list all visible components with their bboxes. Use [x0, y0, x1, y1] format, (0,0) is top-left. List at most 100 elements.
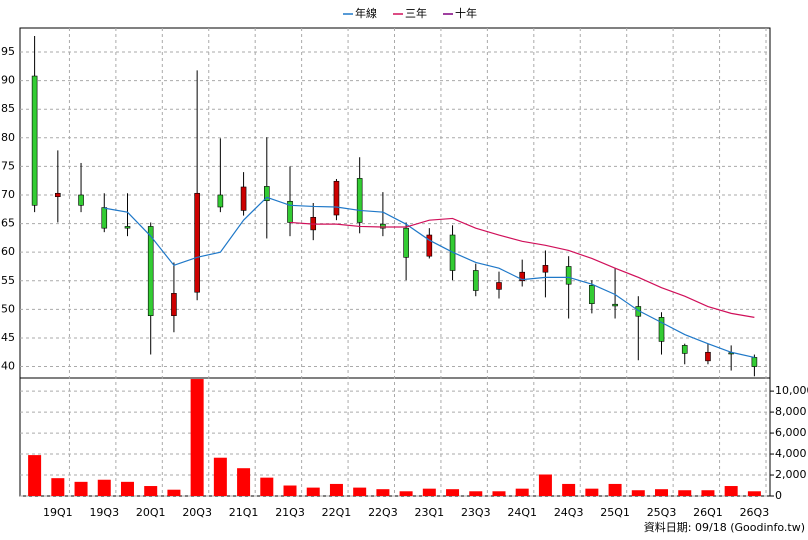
- volume-bar: [120, 481, 134, 496]
- volume-tick-label: 6,000: [775, 426, 807, 439]
- y-tick-label: 85: [1, 102, 15, 115]
- ma-line: [289, 217, 755, 318]
- ma-line: [104, 196, 755, 358]
- source-note: 資料日期: 09/18 (Goodinfo.tw): [644, 520, 805, 534]
- x-tick-label: 20Q3: [182, 506, 212, 519]
- volume-bar: [585, 488, 599, 496]
- volume-bar: [631, 490, 645, 496]
- candle-body: [565, 266, 572, 285]
- candle-body: [333, 180, 340, 216]
- x-tick-label: 19Q3: [89, 506, 119, 519]
- candle-body: [380, 223, 386, 229]
- volume-bar: [562, 483, 576, 496]
- candle-body: [147, 226, 154, 316]
- x-tick-label: 26Q1: [693, 506, 723, 519]
- volume-bar: [167, 489, 181, 496]
- candle-body: [240, 186, 247, 211]
- candle-body: [356, 178, 363, 223]
- y-tick-label: 75: [1, 159, 15, 172]
- y-tick-label: 60: [1, 245, 15, 258]
- volume-bar: [608, 483, 622, 496]
- x-tick-label: 23Q3: [461, 506, 491, 519]
- volume-bar: [678, 490, 692, 496]
- x-tick-label: 19Q1: [43, 506, 73, 519]
- volume-bar: [283, 485, 297, 496]
- y-tick-label: 55: [1, 274, 15, 287]
- volume-bar: [538, 474, 552, 496]
- volume-bar: [51, 478, 65, 496]
- y-tick-label: 90: [1, 74, 15, 87]
- candle-body: [194, 192, 200, 293]
- candle-body: [472, 270, 479, 291]
- volume-bar: [237, 468, 251, 496]
- y-tick-label: 45: [1, 331, 15, 344]
- candle-body: [403, 227, 409, 258]
- volume-bar: [655, 489, 669, 496]
- volume-bar: [422, 488, 436, 496]
- candle-body: [171, 293, 177, 316]
- candle-body: [217, 194, 224, 208]
- volume-bar: [144, 486, 158, 496]
- volume-tick-label: 2,000: [775, 468, 807, 481]
- volume-tick-label: 4,000: [775, 447, 807, 460]
- volume-tick-label: 10,000: [775, 384, 808, 397]
- volume-bar: [701, 490, 715, 496]
- candle-body: [426, 234, 433, 257]
- volume-bar: [747, 491, 761, 496]
- x-tick-label: 21Q3: [275, 506, 305, 519]
- y-tick-label: 80: [1, 131, 15, 144]
- volume-tick-label: 8,000: [775, 405, 807, 418]
- candle-body: [519, 271, 526, 282]
- volume-bar: [28, 455, 42, 496]
- volume-bar: [376, 489, 390, 496]
- candle-body: [31, 75, 38, 206]
- candle-body: [612, 303, 618, 307]
- candle-body: [55, 192, 61, 198]
- y-tick-label: 95: [1, 45, 15, 58]
- candle-body: [263, 186, 270, 202]
- volume-bar: [190, 379, 204, 496]
- y-tick-label: 65: [1, 217, 15, 230]
- x-tick-label: 24Q1: [507, 506, 537, 519]
- x-tick-label: 22Q3: [368, 506, 398, 519]
- candle-body: [78, 194, 84, 206]
- volume-bar: [515, 488, 529, 496]
- volume-bar: [260, 477, 274, 496]
- x-tick-label: 26Q3: [740, 506, 770, 519]
- candle-body: [751, 357, 758, 367]
- candle-body: [681, 345, 688, 354]
- x-tick-label: 25Q3: [647, 506, 677, 519]
- volume-bar: [492, 491, 506, 496]
- volume-bar: [399, 491, 413, 496]
- candle-body: [542, 265, 549, 273]
- volume-bar: [724, 486, 738, 496]
- legend-label: 三年: [405, 6, 427, 20]
- volume-bar: [446, 489, 460, 496]
- candle-body: [705, 351, 711, 362]
- volume-bar: [306, 487, 320, 496]
- candle-body: [101, 207, 108, 229]
- volume-tick-label: 0: [775, 489, 782, 502]
- legend-label: 十年: [455, 6, 477, 20]
- x-tick-label: 24Q3: [554, 506, 584, 519]
- x-tick-label: 23Q1: [415, 506, 445, 519]
- y-tick-label: 70: [1, 188, 15, 201]
- legend-label: 年線: [355, 6, 377, 20]
- x-tick-label: 20Q1: [136, 506, 166, 519]
- volume-bar: [329, 483, 343, 496]
- volume-bar: [353, 487, 367, 496]
- y-tick-label: 40: [1, 360, 15, 373]
- x-tick-label: 22Q1: [322, 506, 352, 519]
- volume-bar: [74, 481, 88, 496]
- volume-bar: [97, 479, 111, 496]
- candle-body: [496, 282, 502, 290]
- candle-body: [124, 226, 131, 229]
- candle-body: [589, 285, 595, 304]
- candle-body: [658, 317, 665, 342]
- volume-bar: [213, 457, 227, 496]
- volume-bar: [469, 491, 483, 496]
- x-tick-label: 25Q1: [600, 506, 630, 519]
- x-tick-label: 21Q1: [229, 506, 259, 519]
- y-tick-label: 50: [1, 302, 15, 315]
